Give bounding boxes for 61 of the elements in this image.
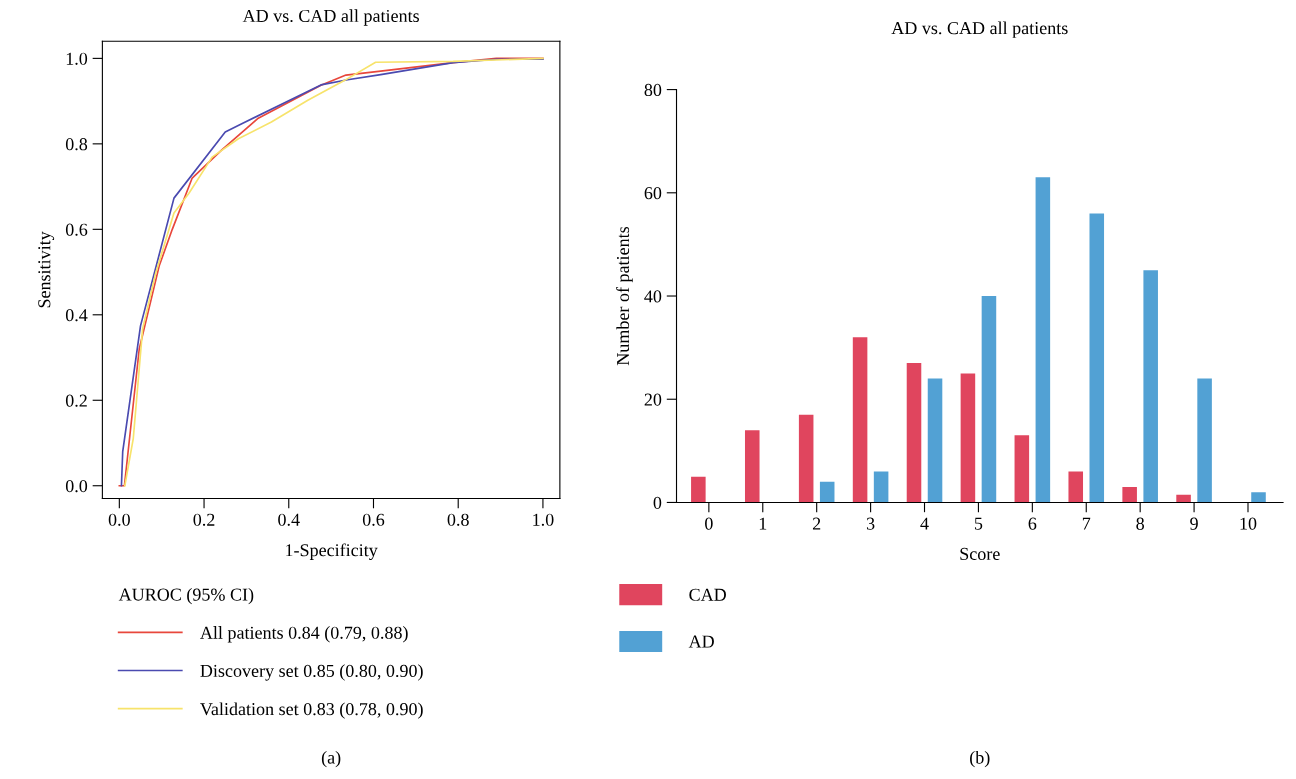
bar bbox=[1251, 492, 1266, 503]
bar bbox=[1122, 486, 1137, 503]
x-tick-label: 1 bbox=[759, 517, 767, 530]
bar bbox=[1089, 213, 1105, 503]
y-tick-label: 0 bbox=[653, 496, 662, 509]
y-tick-label: 40 bbox=[644, 290, 662, 303]
legend-label: All patients 0.84 (0.79, 0.88) bbox=[200, 626, 408, 643]
text: (b) bbox=[970, 750, 990, 768]
bar bbox=[906, 363, 922, 503]
y-tick-label: 1.0 bbox=[66, 52, 88, 65]
bar bbox=[1014, 435, 1030, 503]
y-tick-label: 60 bbox=[644, 187, 662, 200]
bar bbox=[1068, 471, 1084, 503]
x-tick-label: 0.0 bbox=[108, 513, 130, 526]
chart-title: AD vs. CAD all patients bbox=[891, 21, 1068, 38]
legend-label: Discovery set 0.85 (0.80, 0.90) bbox=[200, 664, 423, 681]
y-tick-label: 0.4 bbox=[65, 309, 88, 322]
x-tick-label: 3 bbox=[866, 517, 875, 530]
bar bbox=[960, 373, 976, 503]
x-tick-label: 2 bbox=[812, 517, 821, 530]
y-axis-title: Number of patients bbox=[616, 226, 633, 366]
bar bbox=[819, 481, 835, 503]
x-tick-label: 0.8 bbox=[447, 513, 469, 526]
y-tick-label: 20 bbox=[644, 393, 662, 406]
x-tick-label: 1.0 bbox=[533, 513, 554, 526]
bar bbox=[927, 378, 943, 503]
bar bbox=[1143, 270, 1158, 503]
text: (a) bbox=[321, 750, 341, 768]
x-tick-label: 7 bbox=[1082, 517, 1091, 530]
bar bbox=[873, 471, 889, 503]
y-tick-label: 80 bbox=[644, 83, 662, 97]
legend-label: CAD bbox=[689, 588, 726, 601]
y-tick-label: 0.8 bbox=[65, 138, 88, 151]
chart-title: AD vs. CAD all patients bbox=[242, 9, 419, 26]
y-tick-label: 0.2 bbox=[65, 394, 87, 407]
bar bbox=[1176, 494, 1191, 503]
legend-title: AUROC (95% CI) bbox=[118, 587, 254, 605]
bar bbox=[744, 430, 760, 503]
legend-label: AD bbox=[688, 635, 714, 648]
x-axis-title: 1-Specificity bbox=[286, 543, 378, 561]
x-axis-title: Score bbox=[960, 547, 1000, 561]
bar bbox=[981, 296, 997, 503]
x-tick-label: 9 bbox=[1190, 517, 1198, 530]
y-tick-label: 0.0 bbox=[65, 480, 88, 493]
x-tick-label: 0.6 bbox=[362, 513, 385, 526]
x-tick-label: 8 bbox=[1136, 517, 1144, 530]
bar bbox=[1035, 177, 1051, 503]
x-tick-label: 5 bbox=[974, 517, 983, 530]
legend-label: Validation set 0.83 (0.78, 0.90) bbox=[200, 702, 423, 719]
x-tick-label: 4 bbox=[920, 517, 929, 530]
x-tick-label: 0.2 bbox=[193, 513, 215, 526]
y-tick-label: 0.6 bbox=[65, 223, 88, 236]
x-tick-label: 6 bbox=[1028, 517, 1037, 530]
bar bbox=[798, 414, 814, 503]
y-axis-title: Sensitivity bbox=[38, 231, 55, 308]
x-tick-label: 0 bbox=[705, 517, 713, 530]
bar bbox=[852, 337, 868, 503]
x-tick-label: 0.4 bbox=[278, 513, 300, 526]
bar bbox=[691, 476, 706, 503]
x-tick-label: 10 bbox=[1240, 517, 1257, 530]
bar bbox=[1197, 378, 1212, 503]
